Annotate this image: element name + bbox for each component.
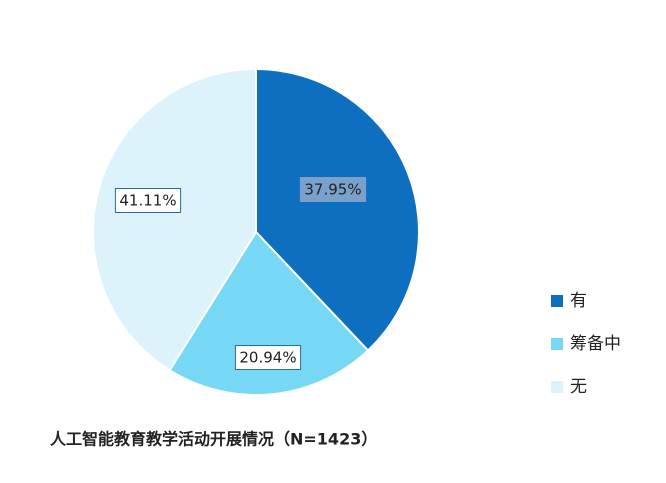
pie-slice bbox=[92, 67, 257, 372]
value-label-box bbox=[114, 188, 182, 213]
value-label: 41.11% bbox=[119, 192, 176, 210]
value-label-box bbox=[299, 177, 367, 202]
legend-label: 无 bbox=[570, 377, 587, 397]
value-label-box bbox=[234, 345, 302, 370]
pie-slice bbox=[168, 230, 370, 396]
legend-label: 有 bbox=[570, 291, 587, 311]
legend-swatch bbox=[551, 295, 563, 307]
value-label: 20.94% bbox=[239, 349, 296, 367]
legend-swatch bbox=[551, 381, 563, 393]
legend-swatch bbox=[551, 338, 563, 350]
value-label: 37.95% bbox=[304, 181, 361, 199]
legend-label: 筹备中 bbox=[570, 334, 621, 354]
chart-title: 人工智能教育教学活动开展情况（N=1423） bbox=[50, 430, 377, 449]
pie-slice bbox=[255, 67, 420, 352]
